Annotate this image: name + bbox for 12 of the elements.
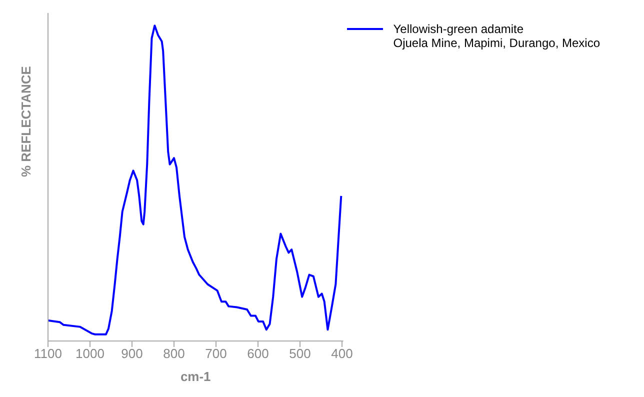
x-tick-label: 600 xyxy=(247,346,269,362)
text: Ojuela Mine, Mapimi, Durango, Mexico xyxy=(393,36,600,50)
legend-label: Yellowish-green adamite xyxy=(393,22,524,36)
x-tick-label: 700 xyxy=(205,346,227,362)
x-tick-label: 900 xyxy=(121,346,143,362)
x-tick-label: 1100 xyxy=(34,346,62,362)
x-axis-title: cm-1 xyxy=(180,369,211,384)
x-tick-label: 800 xyxy=(163,346,185,362)
y-axis-title: % REFLECTANCE xyxy=(18,66,34,177)
x-tick-label: 500 xyxy=(289,346,311,362)
x-tick-label: 1000 xyxy=(76,346,104,362)
x-tick-label: 400 xyxy=(331,346,353,362)
